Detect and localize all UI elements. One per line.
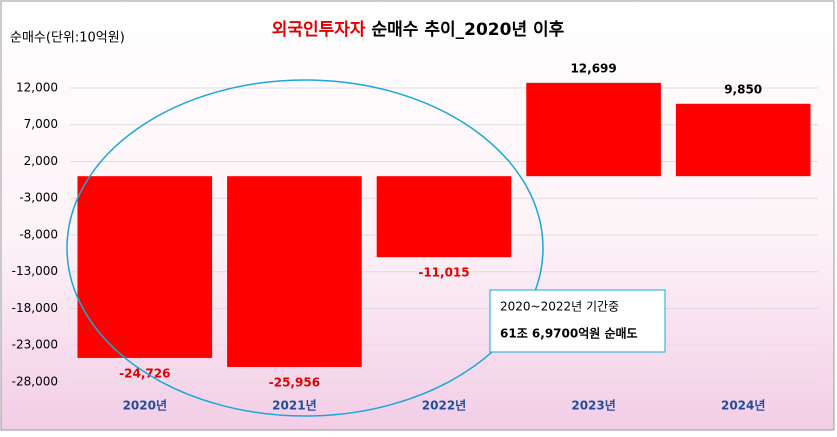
bar (675, 103, 811, 177)
y-tick-label: -8,000 (19, 227, 58, 241)
x-tick-label: 2021년 (272, 399, 316, 413)
y-tick-label: -13,000 (12, 264, 58, 278)
value-label: 12,699 (570, 61, 616, 75)
annotation-box (489, 289, 666, 353)
y-tick-label: -23,000 (12, 338, 58, 352)
title-highlight: 외국인투자자 (272, 20, 366, 40)
x-tick-label: 2022년 (422, 399, 466, 413)
bar (227, 176, 362, 367)
y-tick-label: 12,000 (16, 80, 58, 94)
y-tick-label: 7,000 (24, 117, 58, 131)
highlight-ellipse (66, 79, 544, 417)
y-tick-label: -3,000 (19, 191, 58, 205)
y-tick-label: -18,000 (12, 301, 58, 315)
title-rest: 순매수 추이_2020년 이후 (372, 19, 565, 40)
chart-title: 외국인투자자 순매수 추이_2020년 이후 (272, 19, 565, 40)
value-label: -24,726 (119, 366, 170, 380)
value-label: -11,015 (418, 266, 469, 280)
annotation-line: 61조 6,9700억원 순매도 (500, 326, 638, 341)
x-tick-label: 2023년 (571, 399, 615, 413)
bar (376, 176, 512, 258)
bar (526, 82, 661, 177)
plot-area: 12,000 7,000 2,000 -3,000 -8,000 -13,000 -18,0… (12, 61, 818, 413)
x-tick-label: 2020년 (123, 399, 167, 413)
annotation-line: 2020~2022년 기간중 (500, 300, 619, 314)
bar (77, 176, 213, 358)
y-tick-label: -28,000 (12, 375, 58, 389)
x-tick-label: 2024년 (721, 399, 765, 413)
value-label: -25,956 (269, 375, 320, 389)
y-tick-label: 2,000 (24, 154, 58, 168)
value-label: 9,850 (724, 82, 762, 96)
y-axis-label: 순매수(단위:10억원) (10, 31, 125, 46)
